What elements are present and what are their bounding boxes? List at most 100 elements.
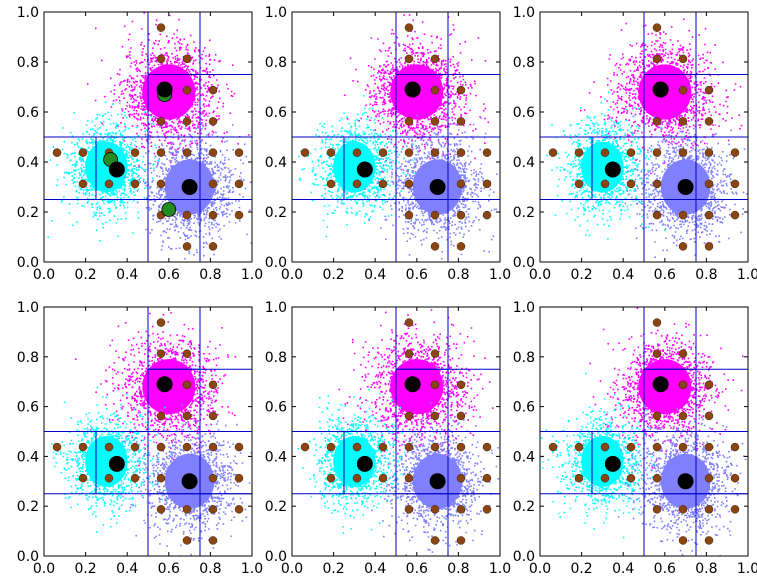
sample-point (652, 179, 662, 189)
sample-point (626, 179, 636, 189)
sample-point (52, 148, 62, 157)
y-tick-label: 0.0 (513, 549, 535, 565)
sample-point (182, 210, 192, 220)
sample-point (730, 179, 740, 189)
sample-point (430, 54, 440, 64)
sample-point (300, 442, 310, 452)
sample-point (156, 117, 166, 126)
x-tick-label: 0.6 (158, 267, 180, 283)
centroid (181, 473, 198, 490)
sample-point (156, 411, 166, 421)
sample-point (456, 505, 466, 514)
centroid (604, 161, 621, 178)
sample-point (404, 318, 414, 327)
sample-point (156, 505, 166, 514)
cluster-magenta (338, 309, 494, 456)
cluster-cyan (298, 95, 415, 238)
x-tick-label: 0.0 (529, 561, 551, 577)
centroid (404, 376, 421, 393)
sample-point (404, 349, 414, 358)
x-tick-label: 0.2 (570, 267, 592, 283)
sample-point (234, 505, 244, 514)
x-tick-label: 0.4 (364, 267, 386, 283)
axes-frame (539, 11, 749, 263)
sample-point (430, 380, 440, 390)
axes-frame (43, 11, 253, 263)
grid-cell (395, 307, 449, 370)
axes-frame (539, 306, 749, 557)
x-tick-label: 0.8 (199, 267, 221, 283)
sample-point (704, 148, 714, 157)
sample-point (482, 442, 492, 452)
sample-points (52, 318, 244, 545)
axes-frame (43, 306, 253, 557)
sample-point (404, 23, 414, 32)
sample-point (208, 473, 218, 483)
sample-point (156, 148, 166, 157)
grid-cell (447, 74, 500, 138)
sample-point (482, 210, 492, 220)
y-tick-label: 0.8 (265, 55, 287, 71)
sample-point (652, 318, 662, 327)
sample-point (430, 148, 440, 157)
sample-point (52, 442, 62, 452)
y-tick-label: 0.4 (513, 155, 535, 171)
cluster-cyan (297, 388, 413, 534)
y-tick-label: 0.2 (17, 205, 39, 221)
sample-point (652, 411, 662, 421)
y-tick-label: 0.0 (513, 255, 535, 271)
x-tick-label: 1.0 (737, 267, 757, 283)
sample-point (704, 442, 714, 452)
sample-point (404, 473, 414, 483)
y-tick-label: 0.6 (17, 400, 39, 416)
y-tick-label: 0.2 (17, 499, 39, 515)
sample-point (156, 442, 166, 452)
x-tick-label: 0.4 (116, 561, 138, 577)
sample-point (182, 380, 192, 390)
sample-point (652, 117, 662, 126)
sample-point (678, 54, 688, 64)
sample-point (78, 179, 88, 189)
y-tick-label: 0.4 (17, 155, 39, 171)
sample-point (626, 473, 636, 483)
centroid (108, 161, 125, 178)
x-tick-label: 1.0 (489, 561, 511, 577)
sample-point (704, 117, 714, 126)
sample-point (678, 242, 688, 251)
y-tick-label: 0.2 (265, 205, 287, 221)
centroid (356, 161, 373, 178)
sample-point (430, 442, 440, 452)
sample-point (352, 179, 362, 189)
grid-cells (44, 12, 252, 262)
sample-point (678, 85, 688, 95)
sample-point (404, 54, 414, 64)
sample-point (678, 442, 688, 452)
sample-point (704, 380, 714, 390)
x-tick-label: 0.8 (695, 561, 717, 577)
grid-cell (147, 12, 201, 75)
sample-point (626, 148, 636, 157)
grid-cell (695, 74, 748, 138)
panel-2: 0.0 0.2 0.4 0.6 0.8 1.0 0.0 0.2 0.4 0.6 0.8 1.0 (265, 5, 511, 283)
sample-point (626, 442, 636, 452)
sample-point (104, 442, 114, 452)
y-tick-label: 1.0 (17, 5, 39, 21)
cluster-cyan-points (546, 91, 671, 240)
centroid (429, 179, 446, 195)
grid-cell (447, 368, 500, 432)
x-tick-label: 0.0 (281, 561, 303, 577)
x-tick-label: 0.6 (654, 561, 676, 577)
sample-point (456, 210, 466, 220)
sample-point (456, 85, 466, 95)
sample-point (208, 442, 218, 452)
y-tick-label: 0.8 (17, 350, 39, 366)
sample-point (156, 349, 166, 358)
x-tick-label: 0.6 (158, 561, 180, 577)
sample-point (600, 473, 610, 483)
sample-point (704, 473, 714, 483)
sample-point (456, 179, 466, 189)
cluster-magenta-points (74, 311, 237, 474)
plot-area (540, 307, 748, 556)
cluster-periwinkle-points (371, 402, 500, 556)
sample-point (208, 210, 218, 220)
